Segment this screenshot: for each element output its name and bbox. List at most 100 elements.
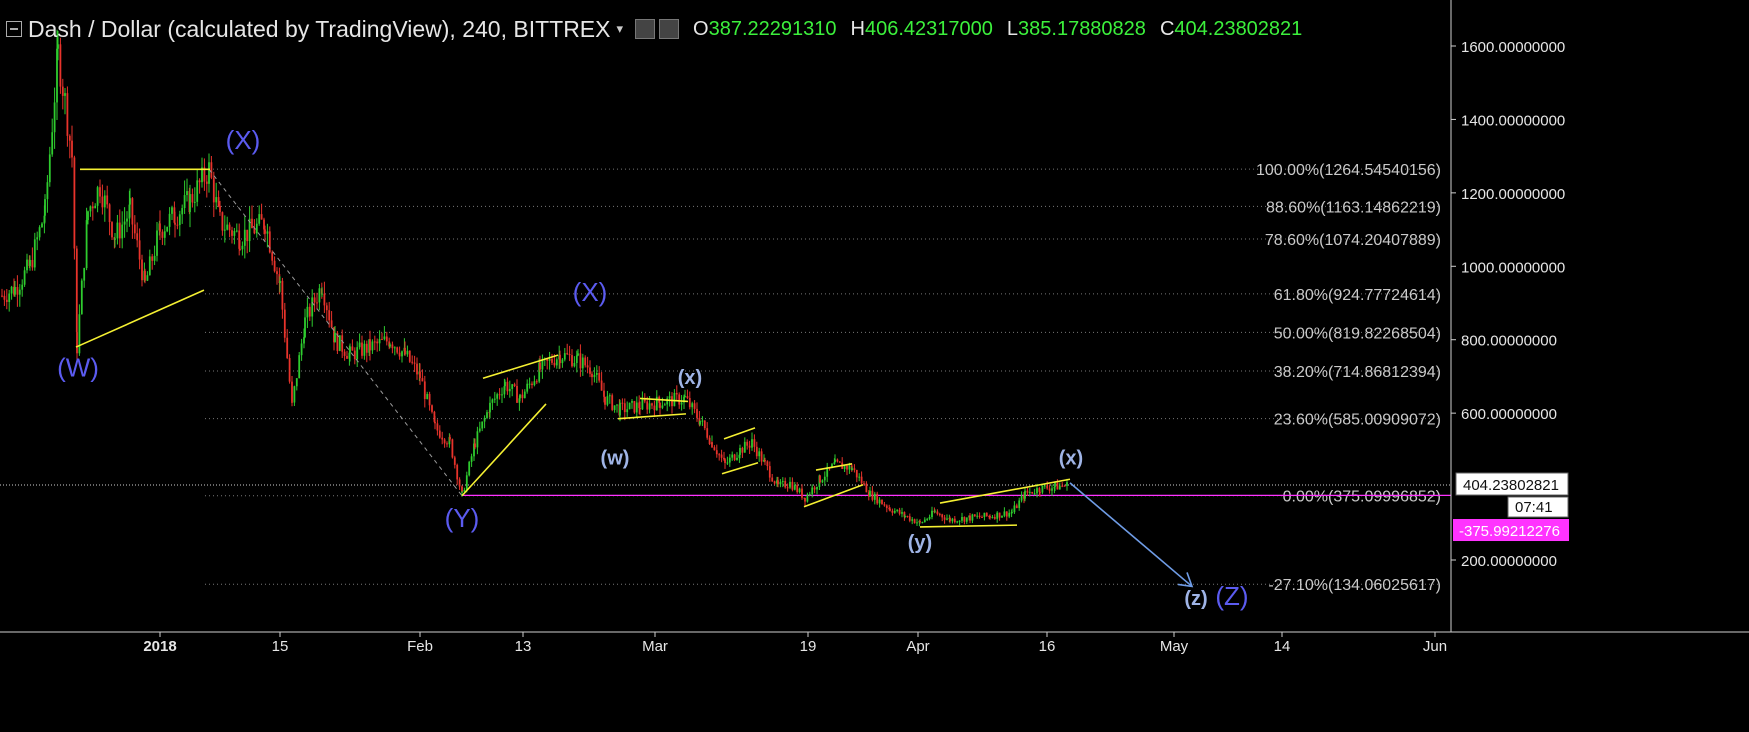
candle <box>779 481 782 485</box>
x-tick-label: 13 <box>515 638 532 655</box>
candle <box>718 454 721 456</box>
candle <box>666 398 669 405</box>
candle <box>903 512 906 517</box>
candle <box>1039 491 1041 493</box>
candle <box>148 256 151 276</box>
candle <box>446 443 448 445</box>
candle <box>153 255 156 261</box>
candle <box>212 177 215 203</box>
gear-icon[interactable] <box>659 19 680 39</box>
candle <box>595 372 598 375</box>
candle <box>159 223 161 232</box>
y-tick-label: 800.00000000 <box>1461 333 1557 350</box>
x-tick-label: 14 <box>1274 638 1291 655</box>
trendline <box>803 483 864 508</box>
candle <box>298 355 301 379</box>
candle <box>166 226 169 232</box>
candle <box>489 402 491 413</box>
candle <box>465 475 468 490</box>
candle <box>428 394 431 406</box>
chevron-down-icon[interactable]: ▾ <box>616 21 624 36</box>
candle <box>26 259 28 271</box>
candle <box>528 383 531 385</box>
candle <box>461 486 463 493</box>
candle <box>381 338 383 340</box>
candle <box>836 459 839 462</box>
candle <box>628 402 631 410</box>
candle <box>323 293 326 306</box>
candle <box>923 519 926 523</box>
symbol-title[interactable]: Dash / Dollar (calculated by TradingView… <box>28 15 611 42</box>
candle <box>248 218 251 242</box>
candle <box>263 219 265 230</box>
candle <box>241 245 244 250</box>
candle <box>739 447 741 455</box>
fib-level-label: 50.00%(819.82268504) <box>1274 325 1441 342</box>
eye-icon[interactable] <box>635 19 656 39</box>
x-tick-label: Mar <box>642 638 668 655</box>
candle <box>646 401 649 410</box>
candle <box>71 140 73 158</box>
candle <box>201 167 203 183</box>
candle <box>456 464 459 480</box>
wave-label: (y) <box>908 532 932 554</box>
candle <box>118 222 121 239</box>
candle <box>571 355 573 367</box>
candle <box>203 167 206 182</box>
countdown-badge <box>1507 496 1569 518</box>
candle <box>96 187 99 206</box>
candle <box>426 394 429 400</box>
candle <box>406 350 409 355</box>
candle <box>219 205 221 213</box>
fib-level-label: 61.80%(924.77724614) <box>1274 287 1441 304</box>
candle <box>308 306 311 317</box>
candle <box>904 516 906 518</box>
candle <box>441 437 444 440</box>
candle <box>973 514 976 517</box>
candle <box>969 515 971 521</box>
candle <box>246 229 249 242</box>
candle <box>196 180 199 202</box>
candle <box>600 380 603 391</box>
candle <box>834 459 836 463</box>
candle <box>383 336 386 340</box>
collapse-icon[interactable] <box>6 21 22 37</box>
candle <box>633 401 636 413</box>
candle <box>59 44 62 87</box>
x-tick-label: 16 <box>1039 638 1056 655</box>
candle <box>5 299 8 302</box>
projection-arrow <box>1069 482 1193 588</box>
candle <box>885 505 888 509</box>
candle <box>295 378 298 387</box>
candle <box>1036 488 1038 494</box>
candle <box>683 396 685 403</box>
candle <box>288 358 291 382</box>
candle <box>581 357 584 369</box>
candle <box>491 399 494 403</box>
candle <box>953 518 956 523</box>
candle <box>941 514 944 518</box>
candle <box>1043 485 1046 487</box>
candle <box>535 381 538 383</box>
candle <box>361 342 363 356</box>
candle <box>376 341 379 344</box>
candle <box>804 497 806 502</box>
candle <box>476 431 479 448</box>
candle <box>503 386 506 395</box>
candle <box>855 469 858 478</box>
candle <box>128 204 131 219</box>
candle <box>751 439 753 443</box>
candle <box>223 229 226 231</box>
candle <box>801 488 803 498</box>
candle <box>768 466 771 478</box>
x-tick-label: Apr <box>906 638 929 655</box>
candle <box>451 439 454 458</box>
candle <box>563 353 566 360</box>
candle <box>356 347 359 360</box>
candle <box>996 512 999 519</box>
open-value: 387.22291310 <box>708 17 837 40</box>
candle <box>343 351 346 356</box>
candle <box>434 421 436 424</box>
candle <box>449 437 451 440</box>
